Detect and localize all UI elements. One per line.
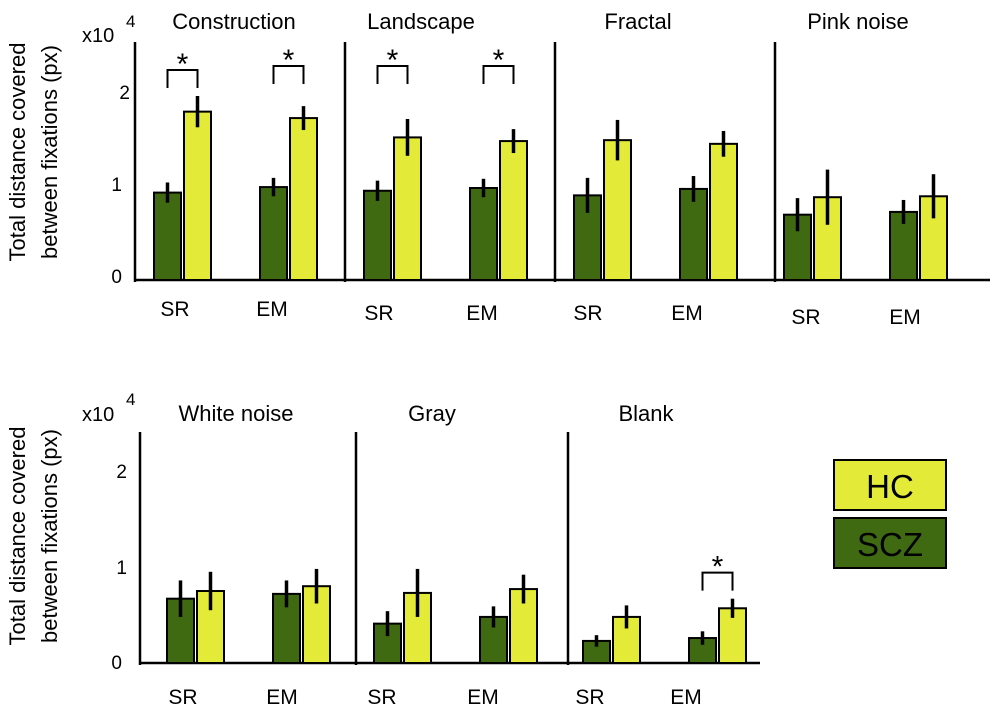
legend-swatch-hc [833, 459, 947, 511]
panel-title-construction: Construction [172, 9, 296, 34]
sig-bracket-landscape-em [482, 65, 515, 84]
bar-fractal-hc-em [709, 142, 738, 281]
bar-landscape-hc-em [499, 140, 528, 281]
legend-label-scz: SCZ [857, 526, 923, 563]
y-axis-label-line1-bottom: Total distance covered [5, 427, 30, 646]
panel-title-fractal: Fractal [604, 9, 671, 34]
y-exponent-top: 4 [126, 12, 135, 31]
x-label-landscape-em: EM [466, 302, 498, 325]
y-tick-label-1-bottom: 1 [116, 558, 127, 579]
sig-bracket-construction-sr [166, 69, 199, 88]
bar-landscape-scz-sr [363, 189, 392, 281]
y-axis-label-line2-bottom: between fixations (px) [37, 429, 62, 643]
x-label-white-noise-sr: SR [168, 686, 197, 709]
chart-marks: * * * * * [133, 42, 990, 665]
panel-title-white-noise: White noise [179, 401, 294, 426]
x-label-gray-sr: SR [367, 686, 396, 709]
x-label-blank-em: EM [670, 686, 702, 709]
bar-landscape-scz-em [469, 187, 498, 281]
y-tick-label-0-top: 0 [111, 267, 122, 288]
x-label-white-noise-em: EM [266, 686, 298, 709]
x-label-construction-em: EM [256, 298, 288, 321]
panel-title-gray: Gray [408, 401, 456, 426]
bar-construction-hc-em [289, 117, 318, 281]
y-tick-label-2-bottom: 2 [116, 462, 127, 483]
sig-bracket-construction-em [272, 65, 305, 84]
bar-construction-scz-sr [153, 191, 182, 282]
x-label-pink-noise-em: EM [889, 306, 921, 329]
sig-star-landscape-sr: * [387, 44, 399, 77]
legend-label-hc: HC [866, 468, 914, 505]
sig-bracket-blank-em [701, 571, 734, 591]
x-label-pink-noise-sr: SR [791, 306, 820, 329]
bar-fractal-hc-sr [603, 139, 632, 281]
sig-bracket-landscape-sr [376, 65, 409, 84]
panel-title-blank: Blank [618, 401, 674, 426]
x-label-landscape-sr: SR [364, 302, 393, 325]
x-label-fractal-sr: SR [573, 302, 602, 325]
x-label-gray-em: EM [467, 686, 499, 709]
sig-star-construction-em: * [283, 44, 295, 77]
sig-star-landscape-em: * [493, 44, 505, 77]
x-label-blank-sr: SR [575, 686, 604, 709]
y-tick-label-0-bottom: 0 [111, 653, 122, 674]
legend-swatch-scz [833, 517, 947, 569]
x-label-construction-sr: SR [160, 298, 189, 321]
y-axis-label-line2-top: between fixations (px) [37, 45, 62, 259]
bar-construction-scz-em [259, 186, 288, 281]
bar-construction-hc-sr [183, 110, 212, 281]
panel-title-landscape: Landscape [367, 9, 475, 34]
bar-fractal-scz-em [679, 187, 708, 281]
sig-star-construction-sr: * [177, 48, 189, 81]
legend: HC SCZ [833, 459, 947, 569]
bar-pink-noise-scz-em [889, 210, 918, 281]
panel-title-pink-noise: Pink noise [807, 9, 909, 34]
x-label-fractal-em: EM [671, 302, 703, 325]
y-multiplier-bottom: x10 [82, 404, 114, 426]
bar-landscape-hc-sr [393, 136, 422, 281]
y-exponent-bottom: 4 [126, 390, 135, 409]
y-tick-label-2-top: 2 [119, 83, 130, 104]
y-tick-label-1-top: 1 [111, 175, 122, 196]
y-axis-label-line1-top: Total distance covered [5, 43, 30, 262]
y-multiplier-top: x10 [82, 25, 114, 47]
sig-star-blank-em: * [712, 551, 724, 584]
